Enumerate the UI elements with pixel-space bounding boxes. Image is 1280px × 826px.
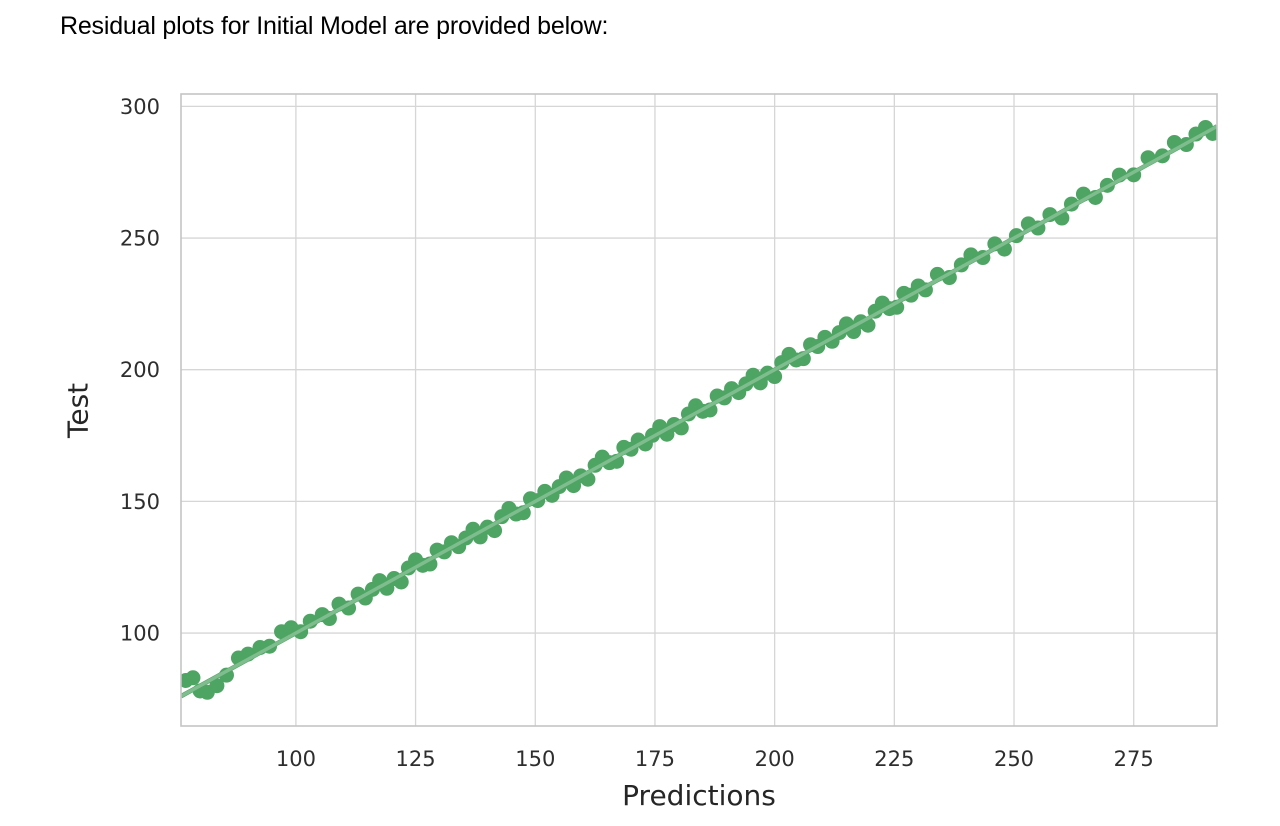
scatter-point bbox=[293, 624, 309, 640]
scatter-point bbox=[1178, 137, 1194, 153]
scatter-point bbox=[240, 646, 256, 662]
x-tick-label: 125 bbox=[396, 747, 436, 771]
scatter-point bbox=[953, 257, 969, 273]
scatter-point bbox=[1099, 177, 1115, 193]
y-tick-label: 250 bbox=[120, 227, 160, 251]
x-tick-label: 250 bbox=[994, 747, 1034, 771]
y-tick-label: 200 bbox=[120, 358, 160, 382]
scatter-point bbox=[795, 351, 811, 367]
x-axis-label: Predictions bbox=[622, 779, 776, 812]
plot-border bbox=[180, 93, 1218, 727]
scatter-point bbox=[673, 420, 689, 436]
scatter-point bbox=[1111, 167, 1127, 183]
scatter-point bbox=[1063, 196, 1079, 212]
scatter-point bbox=[941, 270, 957, 286]
scatter-point bbox=[975, 250, 991, 266]
scatter-point bbox=[321, 611, 337, 627]
plot-marks bbox=[181, 119, 1217, 700]
x-tick-label: 225 bbox=[874, 747, 914, 771]
scatter-point bbox=[1030, 220, 1046, 236]
scatter-point bbox=[1054, 210, 1070, 226]
caption-text: Residual plots for Initial Model are pro… bbox=[60, 12, 609, 40]
scatter-point bbox=[1075, 186, 1091, 202]
scatter-point bbox=[1166, 134, 1182, 150]
scatter-point bbox=[1126, 167, 1142, 183]
x-tick-label: 175 bbox=[635, 747, 675, 771]
scatter-point bbox=[487, 523, 503, 539]
y-tick-label: 100 bbox=[120, 622, 160, 646]
scatter-point bbox=[302, 613, 318, 629]
scatter-point bbox=[929, 266, 945, 282]
scatter-point bbox=[1087, 189, 1103, 205]
scatter-point bbox=[702, 402, 718, 418]
scatter-point bbox=[341, 600, 357, 616]
scatter-point bbox=[996, 241, 1012, 257]
y-tick-label: 300 bbox=[120, 95, 160, 119]
scatter-point bbox=[860, 317, 876, 333]
scatter-point bbox=[917, 282, 933, 298]
x-tick-label: 100 bbox=[276, 747, 316, 771]
x-tick-label: 275 bbox=[1114, 747, 1154, 771]
x-tick-label: 200 bbox=[755, 747, 795, 771]
scatter-point bbox=[767, 369, 783, 385]
scatter-point bbox=[1042, 207, 1058, 223]
scatter-point bbox=[889, 299, 905, 315]
scatter-point bbox=[963, 247, 979, 263]
y-axis-label: Test bbox=[61, 382, 95, 438]
scatter-point bbox=[609, 453, 625, 469]
scatter-point bbox=[209, 678, 225, 694]
scatter-point bbox=[1205, 126, 1217, 141]
x-tick-label: 150 bbox=[515, 747, 555, 771]
y-tick-label: 150 bbox=[120, 490, 160, 514]
scatter-point bbox=[185, 670, 201, 686]
scatter-point bbox=[580, 471, 596, 487]
scatter-point bbox=[218, 667, 234, 683]
scatter-point bbox=[515, 505, 531, 521]
regression-line-highlight bbox=[181, 124, 1217, 698]
scatter-point bbox=[1008, 228, 1024, 244]
scatter-point bbox=[393, 574, 409, 590]
scatter-point bbox=[262, 638, 278, 654]
scatter-point bbox=[1140, 150, 1156, 166]
scatter-point bbox=[422, 556, 438, 572]
scatter-point bbox=[1154, 148, 1170, 164]
